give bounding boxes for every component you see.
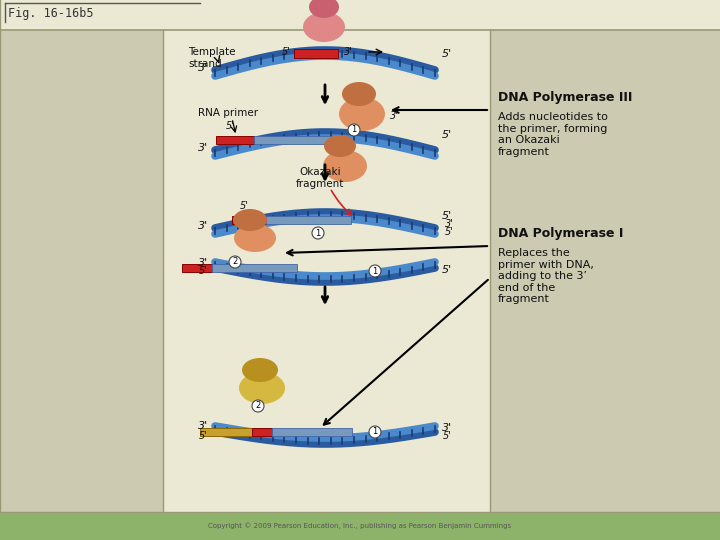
Ellipse shape	[242, 358, 278, 382]
Text: 2: 2	[256, 402, 261, 410]
Bar	[200, 428, 252, 436]
Text: Fig. 16-16b5: Fig. 16-16b5	[8, 6, 94, 19]
Text: 5': 5'	[199, 266, 207, 276]
Ellipse shape	[309, 0, 339, 18]
Text: 5': 5'	[225, 121, 235, 131]
Text: 3': 3'	[198, 63, 208, 73]
Text: 3': 3'	[198, 221, 208, 231]
Circle shape	[348, 124, 360, 136]
Bar	[254, 136, 344, 144]
Ellipse shape	[234, 224, 276, 252]
Circle shape	[312, 227, 324, 239]
Bar	[252, 428, 272, 436]
Bar	[0, 30, 163, 512]
Ellipse shape	[323, 150, 367, 182]
Bar	[272, 428, 352, 436]
Ellipse shape	[233, 209, 267, 231]
Bar	[490, 30, 720, 512]
Text: 1: 1	[372, 267, 377, 275]
Bar	[0, 512, 720, 540]
Text: Adds nucleotides to
the primer, forming
an Okazaki
fragment: Adds nucleotides to the primer, forming …	[498, 112, 608, 157]
Ellipse shape	[339, 97, 385, 131]
Circle shape	[369, 265, 381, 277]
Text: 5': 5'	[444, 227, 454, 237]
Text: 3': 3'	[444, 219, 454, 229]
Text: 3': 3'	[343, 47, 352, 57]
Bar	[294, 49, 338, 58]
Bar	[182, 264, 212, 272]
Bar	[212, 264, 297, 272]
Text: 3': 3'	[198, 143, 208, 153]
Text: 1: 1	[315, 228, 320, 238]
Circle shape	[229, 256, 241, 268]
Bar	[266, 216, 351, 224]
Text: 3': 3'	[198, 258, 208, 268]
Ellipse shape	[239, 372, 285, 404]
Text: Copyright © 2009 Pearson Education, Inc., publishing as Pearson Benjamin Cumming: Copyright © 2009 Pearson Education, Inc.…	[208, 523, 512, 529]
Text: DNA Polymerase III: DNA Polymerase III	[498, 91, 632, 104]
Text: 5': 5'	[442, 49, 452, 59]
Text: Template
strand: Template strand	[188, 47, 235, 69]
Bar	[0, 0, 720, 30]
Text: 1: 1	[372, 428, 377, 436]
Circle shape	[369, 426, 381, 438]
Bar	[232, 216, 266, 224]
Text: 5': 5'	[442, 130, 452, 140]
Text: 5': 5'	[443, 431, 451, 441]
Ellipse shape	[342, 82, 376, 106]
Text: 3': 3'	[390, 111, 398, 121]
Bar	[216, 136, 254, 144]
Circle shape	[252, 400, 264, 412]
Text: 5': 5'	[442, 265, 452, 275]
Text: 5': 5'	[442, 211, 452, 221]
Text: Replaces the
primer with DNA,
adding to the 3’
end of the
fragment: Replaces the primer with DNA, adding to …	[498, 248, 594, 305]
Text: 3': 3'	[442, 423, 452, 433]
Text: Okazaki
fragment: Okazaki fragment	[296, 167, 344, 189]
Ellipse shape	[303, 12, 345, 42]
Text: DNA Polymerase I: DNA Polymerase I	[498, 227, 624, 240]
Text: 5': 5'	[199, 431, 207, 441]
Text: RNA primer: RNA primer	[198, 108, 258, 118]
Text: 1: 1	[351, 125, 356, 134]
Text: 2: 2	[233, 258, 238, 267]
Text: 5': 5'	[240, 201, 248, 211]
Text: 5': 5'	[282, 47, 290, 57]
Ellipse shape	[324, 135, 356, 157]
Text: 3': 3'	[198, 421, 208, 431]
